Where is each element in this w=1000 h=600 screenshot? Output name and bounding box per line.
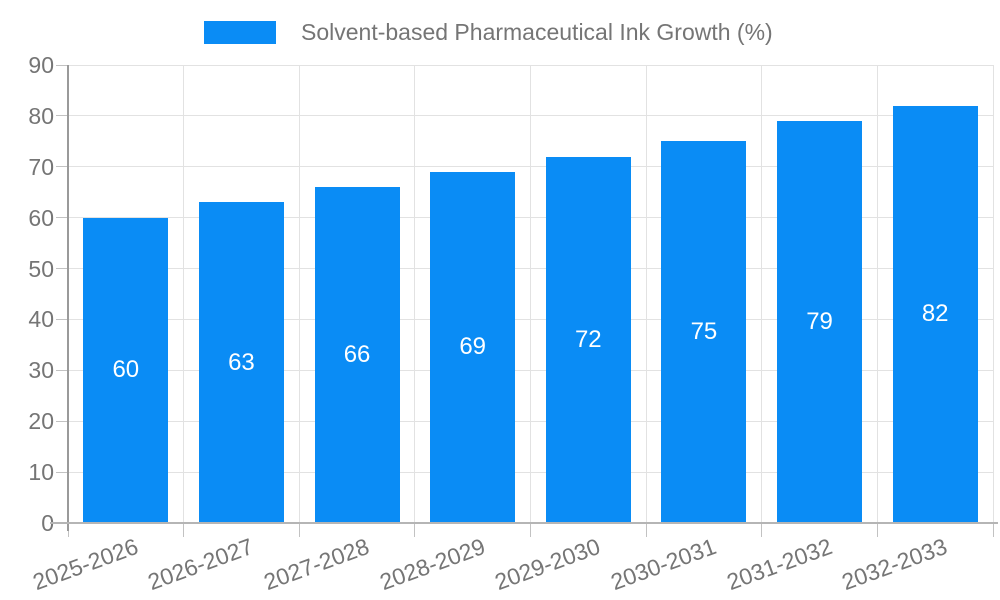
bar-value-label: 63 — [228, 348, 255, 376]
legend-series-label: Solvent-based Pharmaceutical Ink Growth … — [301, 19, 773, 45]
bar-value-label: 79 — [806, 307, 833, 335]
y-axis-tick-label: 90 — [28, 52, 54, 78]
y-tick-mark — [56, 471, 68, 473]
bar-value-label: 69 — [459, 333, 487, 361]
vertical-gridline — [761, 65, 763, 523]
y-axis-tick-label: 20 — [28, 408, 54, 435]
x-tick-mark — [530, 523, 531, 537]
x-tick-mark — [414, 523, 416, 537]
y-axis-tick-label: 40 — [28, 306, 54, 333]
y-tick-mark — [56, 217, 68, 219]
bar-value-label: 60 — [112, 356, 140, 384]
x-axis-tick-label-text: 2032-2033 — [838, 533, 951, 596]
bar-value-label: 72 — [574, 325, 602, 353]
bar-value-label: 66 — [343, 341, 371, 369]
x-axis-tick-label-text: 2025-2026 — [29, 533, 142, 596]
y-axis-tick-label: 70 — [28, 153, 54, 180]
bar-value-label: 75 — [690, 318, 718, 346]
bar — [545, 156, 631, 523]
vertical-gridline — [876, 65, 878, 523]
bar — [661, 141, 747, 523]
y-tick-mark — [56, 420, 68, 422]
bar — [198, 202, 284, 523]
legend-color-swatch — [204, 21, 276, 44]
x-tick-mark — [761, 523, 763, 537]
y-axis-tick-label: 10 — [28, 459, 54, 486]
x-axis-tick-label-text: 2028-2029 — [375, 533, 489, 596]
y-axis-tick-label: 80 — [28, 102, 54, 129]
vertical-gridline — [645, 65, 647, 523]
bar — [83, 217, 169, 523]
bar-value-label: 82 — [921, 300, 949, 328]
x-axis-tick-label-text: 2030-2031 — [607, 533, 720, 596]
y-axis-line — [67, 65, 69, 531]
y-axis-tick-label: 60 — [28, 204, 54, 231]
x-tick-mark — [992, 523, 994, 537]
x-tick-mark — [876, 523, 878, 537]
bar — [777, 120, 863, 523]
y-tick-mark — [56, 318, 68, 320]
x-axis-tick-label-text: 2027-2028 — [260, 533, 373, 596]
bar — [314, 187, 400, 523]
vertical-gridline — [414, 65, 416, 523]
vertical-gridline — [298, 65, 300, 523]
y-tick-mark — [56, 64, 68, 66]
vertical-gridline — [530, 65, 531, 523]
bar — [430, 171, 516, 523]
y-tick-mark — [56, 268, 68, 270]
y-axis-tick-label: 0 — [41, 510, 54, 536]
chart-legend[interactable]: Solvent-based Pharmaceutical Ink Growth … — [204, 20, 773, 45]
x-tick-mark — [298, 523, 300, 537]
x-axis-line — [50, 522, 998, 524]
y-axis-tick-label: 50 — [28, 255, 54, 282]
x-tick-mark — [183, 523, 185, 537]
y-tick-mark — [56, 369, 68, 371]
x-tick-mark — [645, 523, 647, 537]
vertical-gridline — [183, 65, 185, 523]
x-axis-tick-label-text: 2026-2027 — [144, 533, 257, 596]
y-axis-tick-label: 30 — [28, 357, 54, 384]
x-axis-tick-label-text: 2029-2030 — [491, 533, 604, 596]
y-tick-mark — [56, 115, 68, 117]
bar — [892, 105, 978, 523]
y-tick-mark — [56, 166, 68, 168]
x-axis-tick-label-text: 2031-2032 — [722, 533, 836, 596]
vertical-gridline — [992, 65, 994, 523]
